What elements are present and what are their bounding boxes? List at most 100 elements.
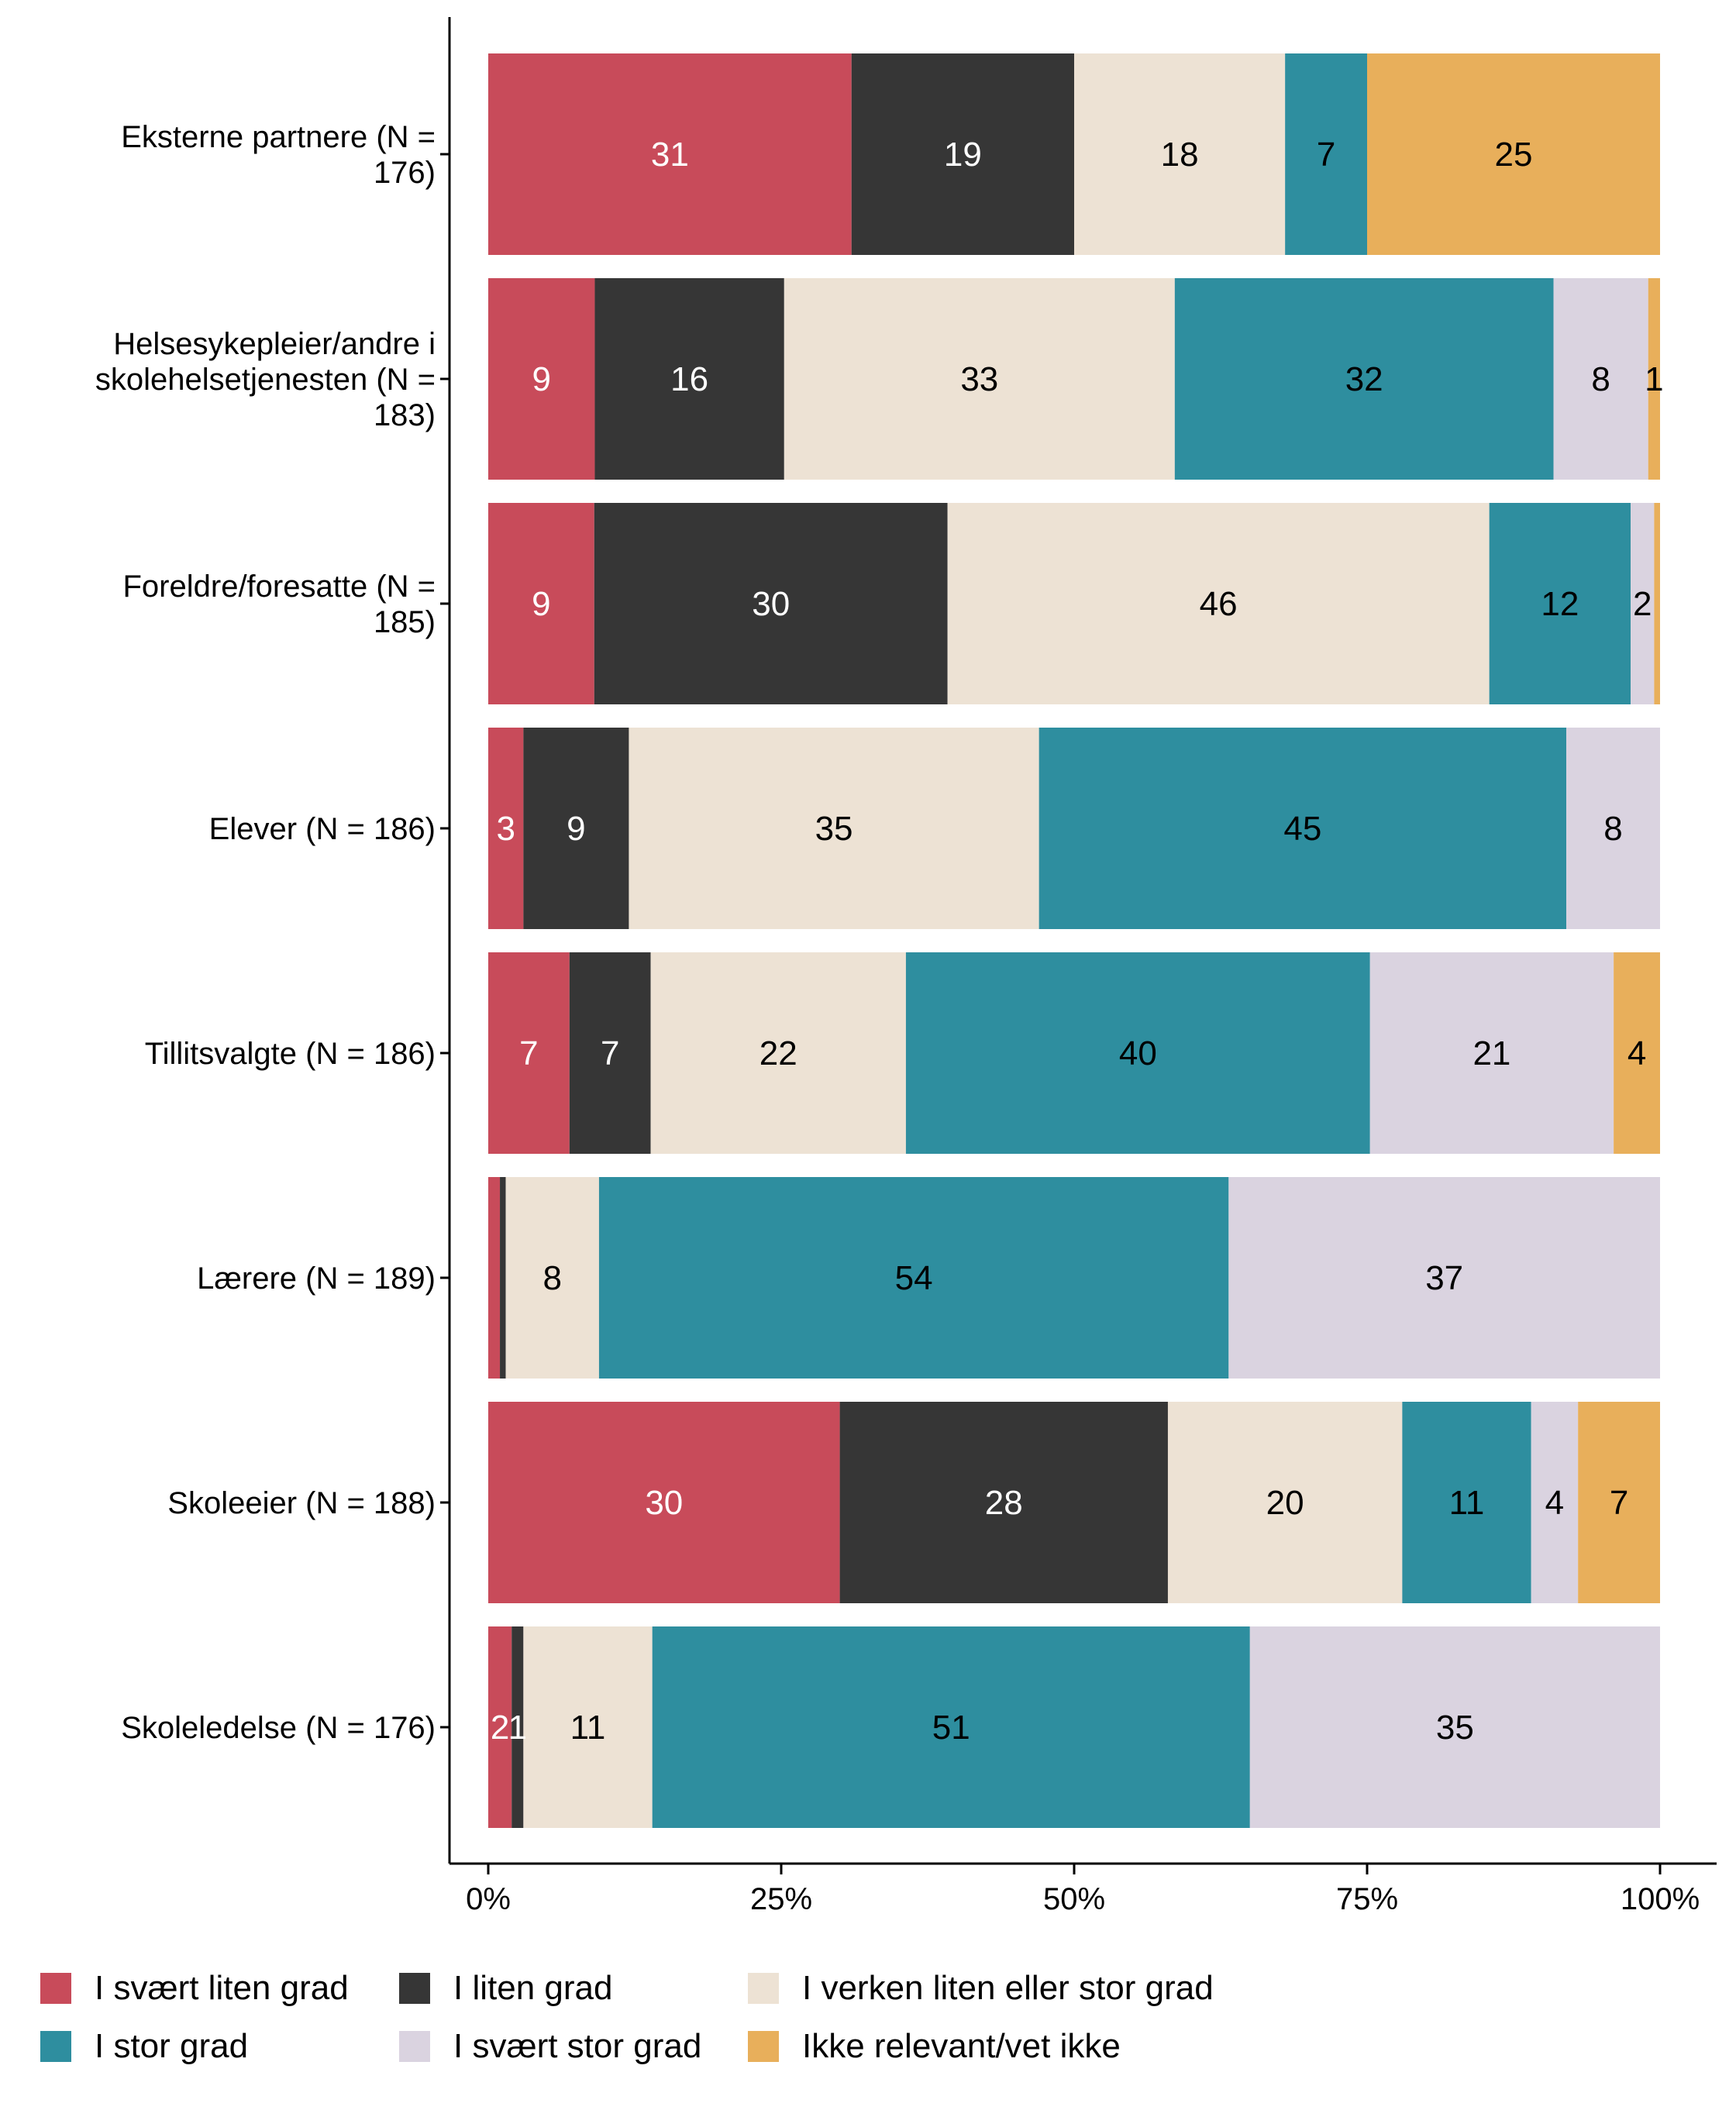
category-label: Foreldre/foresatte (N = 185)	[123, 570, 436, 639]
bar-segment	[594, 503, 948, 704]
bar-segment	[1174, 278, 1554, 480]
data-label: 20	[1266, 1484, 1304, 1522]
data-label: 7	[519, 1034, 538, 1072]
data-label: 35	[815, 810, 853, 848]
data-label: 9	[532, 585, 550, 623]
data-label: 9	[567, 810, 585, 848]
bar-segment	[1167, 1402, 1403, 1603]
bar-segment	[1566, 728, 1660, 929]
x-tick-label: 50%	[1043, 1882, 1105, 1916]
bar-segment	[488, 1402, 840, 1603]
x-tick-label: 75%	[1336, 1882, 1398, 1916]
data-label: 11	[570, 1709, 606, 1747]
legend-label: I stor grad	[95, 2027, 248, 2065]
bar-segment	[947, 503, 1490, 704]
bar-segment	[488, 278, 595, 480]
data-label: 22	[760, 1034, 797, 1072]
bar-segment	[1369, 952, 1614, 1154]
bar-segment	[1285, 53, 1367, 255]
legend-swatch	[40, 1973, 71, 2004]
data-label: 4	[1628, 1034, 1646, 1072]
bar-segment	[488, 503, 594, 704]
data-label: 35	[1436, 1709, 1474, 1747]
data-label: 7	[1317, 136, 1335, 174]
data-label: 21	[1472, 1034, 1510, 1072]
legend-label: I verken liten eller stor grad	[802, 1969, 1214, 2007]
bar-segment	[851, 53, 1074, 255]
bar-segment	[839, 1402, 1168, 1603]
legend-label: I svært liten grad	[95, 1969, 349, 2007]
bar-segment	[505, 1177, 599, 1379]
bar-segment	[905, 952, 1370, 1154]
data-label: 9	[532, 360, 550, 398]
bar-segment	[523, 728, 629, 929]
legend-swatch	[40, 2031, 71, 2062]
bar-segment	[1074, 53, 1286, 255]
bar-segment	[1648, 278, 1660, 480]
category-label: Lærere (N = 189)	[197, 1262, 436, 1296]
legend-swatch	[399, 1973, 430, 2004]
data-label: 4	[1545, 1484, 1564, 1522]
bars-layer	[488, 53, 1660, 1828]
data-label: 7	[601, 1034, 619, 1072]
bar-segment	[488, 1626, 512, 1828]
legend-swatch	[399, 2031, 430, 2062]
data-label: 8	[1591, 360, 1610, 398]
category-label: Elever (N = 186)	[209, 812, 436, 846]
data-label: 40	[1119, 1034, 1157, 1072]
bar-segment	[1578, 1402, 1660, 1603]
legend-label: Ikke relevant/vet ikke	[802, 2027, 1121, 2065]
data-label: 7	[1610, 1484, 1628, 1522]
category-label: Helsesykepleier/andre i skolehelsetjenest…	[95, 327, 436, 432]
data-label: 12	[1541, 585, 1579, 623]
bar-segment	[1402, 1402, 1531, 1603]
data-label: 28	[985, 1484, 1023, 1522]
bar-segment	[1531, 1402, 1579, 1603]
bar-segment	[488, 1177, 501, 1379]
data-label: 54	[895, 1259, 933, 1297]
bar-segment	[1631, 503, 1655, 704]
bar-segment	[1614, 952, 1660, 1154]
data-label: 16	[670, 360, 708, 398]
data-label: 1	[508, 1709, 527, 1747]
bar-segment	[1249, 1626, 1660, 1828]
data-label: 46	[1200, 585, 1238, 623]
bar-segment	[488, 952, 570, 1154]
bar-segment	[650, 952, 906, 1154]
category-label: Skoleeier (N = 188)	[167, 1486, 436, 1520]
data-label: 11	[1449, 1484, 1485, 1522]
bar-segment	[1489, 503, 1631, 704]
data-label: 37	[1425, 1259, 1463, 1297]
bar-segment	[1654, 503, 1660, 704]
bar-segment	[629, 728, 1039, 929]
data-label: 2	[491, 1709, 509, 1747]
bar-segment	[598, 1177, 1229, 1379]
category-label: Eksterne partnere (N = 176)	[121, 120, 436, 190]
bar-segment	[1553, 278, 1648, 480]
bar-segment	[1038, 728, 1567, 929]
bar-segment	[569, 952, 651, 1154]
data-label: 33	[960, 360, 998, 398]
category-label: Tillitsvalgte (N = 186)	[145, 1037, 436, 1071]
category-labels-layer: Eksterne partnere (N = 176) Helsesykepleie…	[95, 120, 436, 1745]
category-label: Skoleledelse (N = 176)	[121, 1711, 436, 1745]
bar-segment	[488, 728, 524, 929]
data-label: 1	[1645, 360, 1663, 398]
data-label: 30	[752, 585, 790, 623]
segment-labels-layer: 31 19 18 7 259 16 33 32 8 19 30 46 12 23 9 35 45 87 7 22 40 2…	[491, 136, 1664, 1747]
bar-segment	[500, 1177, 506, 1379]
data-label: 30	[645, 1484, 683, 1522]
x-tick-label: 0%	[466, 1882, 511, 1916]
bar-segment	[784, 278, 1175, 480]
bar-segment	[523, 1626, 653, 1828]
legend: I svært liten grad I liten grad I verken l…	[40, 1969, 1214, 2065]
x-tick-label: 25%	[750, 1882, 812, 1916]
bar-segment	[1228, 1177, 1660, 1379]
axes-layer	[440, 17, 1717, 1865]
data-label: 25	[1495, 136, 1533, 174]
legend-swatch	[748, 2031, 779, 2062]
x-tick-label: 100%	[1621, 1882, 1700, 1916]
bar-segment	[652, 1626, 1250, 1828]
bar-segment	[1367, 53, 1660, 255]
